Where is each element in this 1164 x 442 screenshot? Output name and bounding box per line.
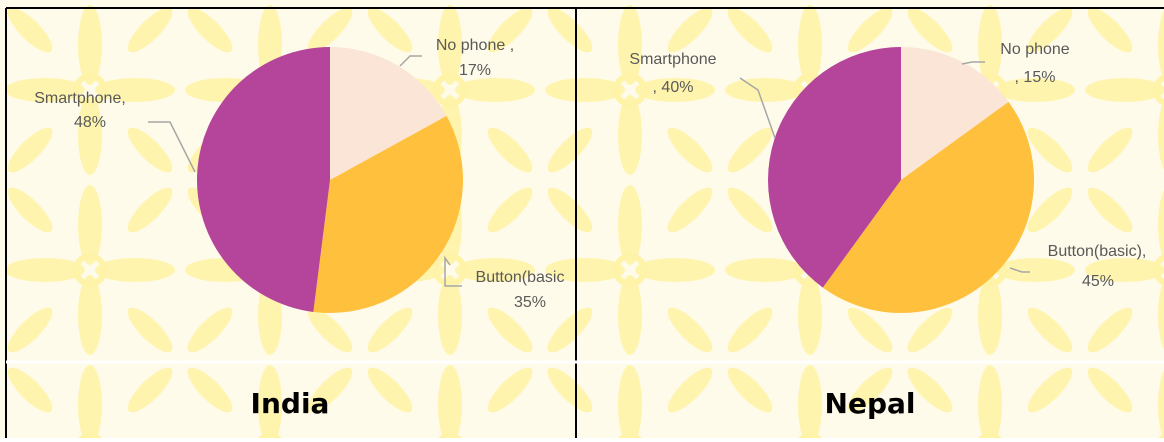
pie-slice xyxy=(768,47,901,288)
value-label: , 40% xyxy=(653,79,694,96)
value-label: 35% xyxy=(514,294,546,311)
value-label: 48% xyxy=(74,114,106,131)
category-label: Button(basic xyxy=(476,269,565,286)
pie-slice xyxy=(901,47,1009,180)
leader-line xyxy=(148,121,196,173)
leader-line xyxy=(961,61,985,65)
pie-slice xyxy=(330,47,447,180)
category-label: Smartphone, xyxy=(34,90,126,107)
pie-slice xyxy=(313,115,464,313)
value-label: 45% xyxy=(1082,273,1114,290)
leader-line xyxy=(1009,267,1030,273)
category-label: No phone xyxy=(1000,41,1069,58)
value-label: , 15% xyxy=(1015,69,1056,86)
chart-title: India xyxy=(251,387,330,420)
pie-slice xyxy=(822,101,1034,314)
category-label: Button(basic), xyxy=(1048,243,1147,260)
leader-line xyxy=(399,55,422,67)
leader-line xyxy=(739,77,776,139)
category-label: Smartphone xyxy=(629,51,716,68)
category-label: No phone , xyxy=(436,37,514,54)
pie-slice xyxy=(196,47,330,312)
value-label: 17% xyxy=(459,62,491,79)
chart-title: Nepal xyxy=(825,387,916,420)
leader-line xyxy=(444,255,462,287)
